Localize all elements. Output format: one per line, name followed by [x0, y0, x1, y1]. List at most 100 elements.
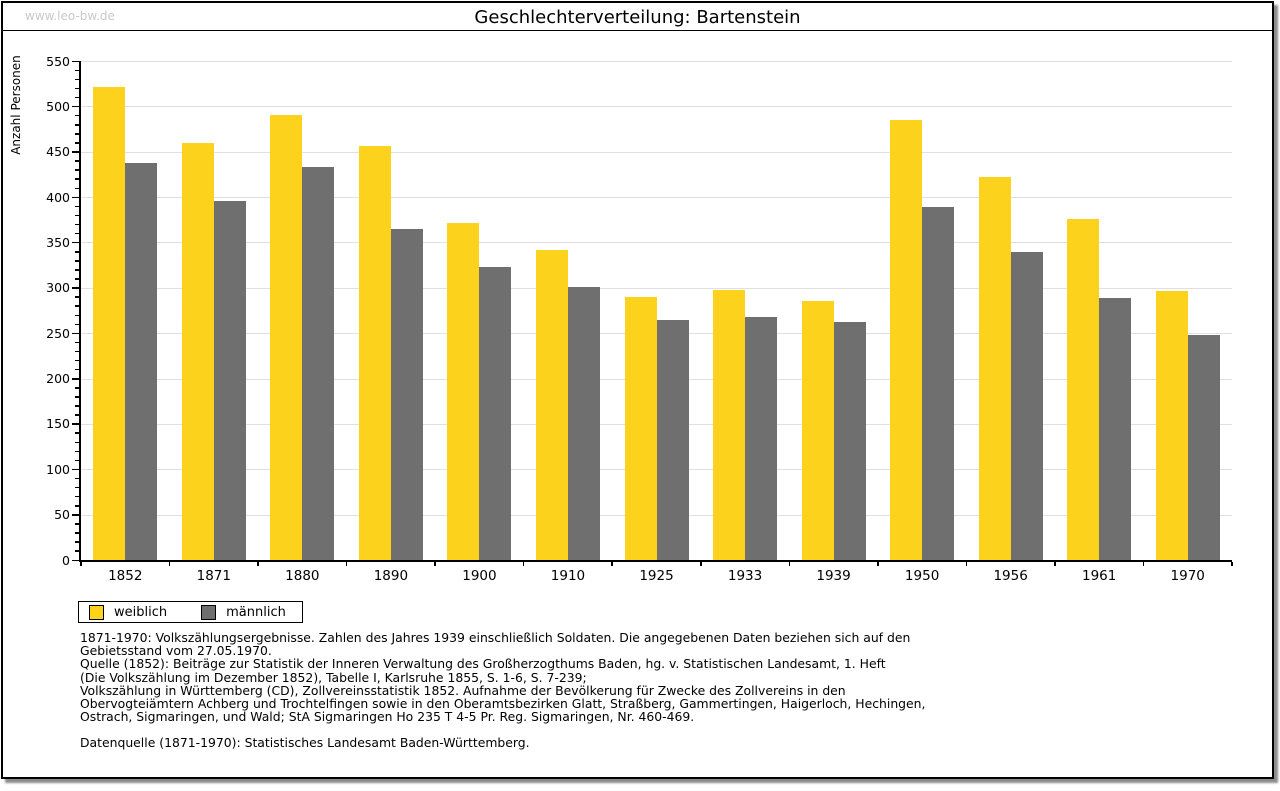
- y-minor-tick-290: [75, 296, 79, 298]
- footnote-line-2: Gebietsstand vom 27.05.1970.: [80, 643, 272, 659]
- y-tick-400: [72, 196, 79, 199]
- y-minor-tick-260: [75, 323, 79, 326]
- bar-weiblich-1880: [270, 115, 303, 560]
- gridline-400: [81, 197, 1232, 199]
- y-minor-tick-90: [75, 477, 79, 480]
- y-tick-300: [72, 287, 79, 289]
- bar-männlich-1852: [125, 162, 158, 560]
- footnote-line-6: Obervogteiämtern Achberg und Trochtelfin…: [80, 696, 926, 712]
- y-tick-500: [72, 105, 79, 108]
- x-label-1910: 1910: [550, 568, 586, 584]
- y-minor-tick-470: [75, 133, 79, 135]
- x-tick-1: [168, 562, 171, 566]
- bar-weiblich-1852: [93, 87, 126, 560]
- x-label-1970: 1970: [1170, 568, 1205, 584]
- bar-weiblich-1910: [535, 249, 568, 560]
- watermark: www.leo-bw.de: [25, 9, 115, 23]
- y-minor-tick-180: [75, 396, 79, 398]
- y-minor-tick-480: [75, 124, 79, 126]
- footnote-line-1: 1871-1970: Volkszählungsergebnisse. Zahl…: [80, 630, 911, 645]
- bar-weiblich-1871: [181, 142, 214, 560]
- x-label-1900: 1900: [462, 568, 497, 584]
- y-tick-450: [72, 151, 79, 153]
- y-tick-label-50: 50: [54, 507, 70, 523]
- footnote-lines: 1871-1970: Volkszählungsergebnisse. Zahl…: [80, 630, 926, 725]
- y-tick-label-200: 200: [46, 371, 70, 387]
- x-label-1933: 1933: [727, 568, 763, 584]
- y-minor-tick-160: [75, 414, 79, 416]
- y-minor-tick-280: [75, 305, 79, 307]
- y-minor-tick-30: [75, 532, 79, 534]
- y-minor-tick-210: [75, 368, 79, 371]
- bar-weiblich-1956: [978, 177, 1011, 560]
- y-tick-200: [72, 378, 79, 380]
- footnote-line-3: Quelle (1852): Beiträge zur Statistik de…: [80, 656, 886, 672]
- y-minor-tick-120: [75, 450, 79, 453]
- bar-männlich-1970: [1187, 335, 1220, 560]
- y-tick-250: [72, 332, 79, 335]
- footnote-line-7: Ostrach, Sigmaringen, und Wald; StA Sigm…: [80, 709, 695, 725]
- y-tick-label-0: 0: [62, 552, 70, 568]
- page-frame: www.leo-bw.de Geschlechterverteilung: Ba…: [1, 1, 1274, 779]
- bar-männlich-1933: [745, 316, 778, 560]
- x-tick-6: [611, 562, 613, 566]
- legend-swatch-männlich: [201, 604, 217, 620]
- bar-männlich-1950: [922, 207, 955, 560]
- gridline-300: [81, 287, 1232, 289]
- bar-männlich-1939: [833, 322, 866, 560]
- x-label-1950: 1950: [904, 568, 940, 584]
- gridline-450: [81, 151, 1232, 153]
- x-tick-13: [1231, 562, 1233, 566]
- x-label-1939: 1939: [816, 568, 851, 584]
- legend: weiblich männlich: [78, 601, 303, 623]
- x-label-1890: 1890: [373, 568, 409, 584]
- y-tick-label-250: 250: [46, 325, 70, 341]
- y-minor-tick-140: [75, 432, 79, 434]
- x-label-1925: 1925: [639, 568, 674, 584]
- legend-swatch-weiblich: [89, 604, 104, 620]
- y-minor-tick-370: [75, 223, 79, 226]
- y-tick-label-550: 550: [46, 53, 70, 69]
- y-minor-tick-430: [75, 169, 79, 171]
- legend-item-weiblich: weiblich: [89, 604, 167, 620]
- bar-weiblich-1939: [801, 300, 834, 560]
- x-tick-4: [434, 562, 436, 566]
- x-tick-12: [1142, 562, 1145, 566]
- x-tick-3: [345, 562, 348, 566]
- y-minor-tick-490: [75, 114, 79, 117]
- y-tick-100: [72, 468, 79, 471]
- y-minor-tick-70: [75, 495, 79, 498]
- y-minor-tick-380: [75, 214, 79, 217]
- y-tick-0: [72, 559, 79, 561]
- y-minor-tick-330: [75, 260, 79, 262]
- y-minor-tick-80: [75, 486, 79, 489]
- gridline-550: [81, 61, 1232, 62]
- x-tick-7: [700, 562, 702, 566]
- y-minor-tick-130: [75, 441, 79, 444]
- bar-weiblich-1890: [358, 146, 391, 560]
- y-tick-350: [72, 241, 79, 244]
- x-tick-9: [877, 562, 879, 566]
- x-tick-2: [257, 562, 259, 566]
- y-tick-label-150: 150: [46, 416, 70, 432]
- title-bar: www.leo-bw.de Geschlechterverteilung: Ba…: [3, 3, 1272, 31]
- x-tick-0: [80, 562, 82, 566]
- y-minor-tick-420: [75, 178, 79, 180]
- x-label-1961: 1961: [1082, 568, 1117, 584]
- y-minor-tick-440: [75, 160, 79, 162]
- y-minor-tick-530: [75, 78, 79, 81]
- footnotes: 1871-1970: Volkszählungsergebnisse. Zahl…: [80, 631, 925, 750]
- y-minor-tick-460: [75, 142, 79, 144]
- y-minor-tick-230: [75, 350, 79, 353]
- y-tick-label-100: 100: [46, 461, 70, 477]
- page-title: Geschlechterverteilung: Bartenstein: [474, 7, 801, 28]
- y-minor-tick-310: [75, 278, 79, 280]
- bar-männlich-1890: [390, 228, 423, 560]
- y-minor-tick-20: [75, 541, 79, 543]
- x-label-1871: 1871: [196, 568, 231, 584]
- legend-label-männlich: männlich: [226, 604, 286, 620]
- y-minor-tick-270: [75, 314, 79, 317]
- y-minor-tick-410: [75, 187, 79, 190]
- bar-männlich-1961: [1099, 297, 1132, 560]
- y-minor-tick-10: [75, 550, 79, 552]
